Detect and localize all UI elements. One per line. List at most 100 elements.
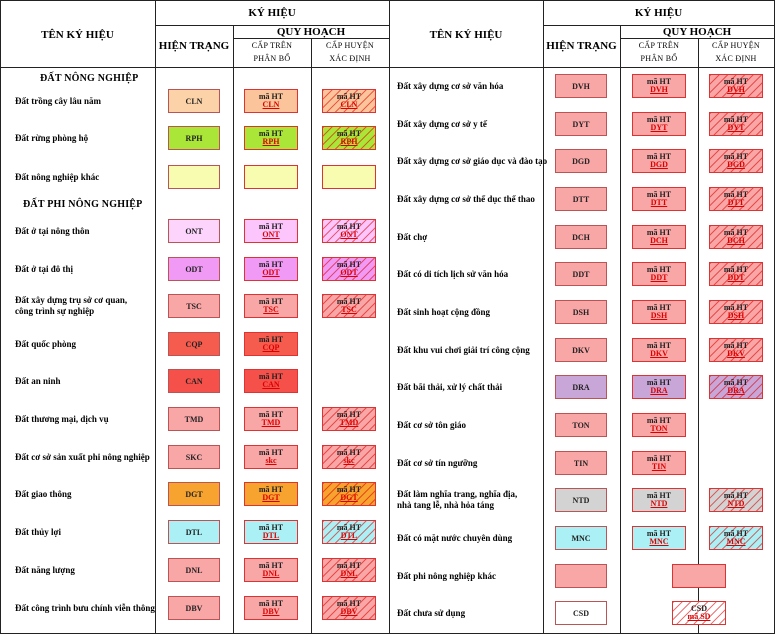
row-label-line: Đất xây dựng cơ sở thể dục thể thao [397, 193, 535, 204]
symbol-current: DKV [555, 338, 607, 362]
plan-code: DGD [650, 160, 668, 169]
symbol-current: DVH [555, 74, 607, 98]
plan-code: DGD [727, 160, 745, 169]
symbol-current: DDT [555, 262, 607, 286]
table-border-top [0, 0, 775, 1]
symbol-upper: mã HT ODT [244, 257, 298, 281]
row-label-line: Đất làm nghĩa trang, nghĩa địa, [397, 489, 518, 499]
symbol-upper: mã HT TSC [244, 294, 298, 318]
symbol-district: mã HT DYT [709, 112, 763, 136]
plan-prefix: mã HT [336, 448, 362, 457]
symbol-upper: mã HT RPH [244, 126, 298, 150]
plan-code: DTT [727, 198, 745, 207]
row-label: Đất xây dựng trụ sở cơ quan, công trình s… [15, 295, 127, 317]
row-divider [233, 38, 389, 39]
symbol-district: mã HT RPH [322, 126, 376, 150]
plan-code: skc [265, 456, 277, 465]
row-label-line: Đất nông nghiệp khác [15, 171, 100, 182]
row-label-line: Đất cơ sở tôn giáo [397, 419, 466, 430]
plan-prefix: mã HT [336, 222, 362, 231]
header-bottom-line [0, 67, 775, 68]
plan-code: DYT [650, 123, 668, 132]
plan-prefix: mã HT [646, 378, 672, 387]
plan-prefix: mã HT [646, 228, 672, 237]
plan-prefix: mã HT [646, 190, 672, 199]
plan-code: TIN [651, 462, 667, 471]
header-hien-trang: HIỆN TRẠNG [158, 40, 230, 52]
row-label-line: Đất xây dựng trụ sở cơ quan, [15, 295, 128, 305]
row-divider [155, 25, 389, 26]
symbol-current: DGT [168, 482, 220, 506]
row-label: Đất cơ sở tôn giáo [397, 420, 466, 431]
plan-code: CQP [262, 343, 280, 352]
plan-prefix: mã HT [258, 260, 284, 269]
plan-prefix: mã HT [646, 265, 672, 274]
header-ten-ky-hieu: TÊN KÝ HIỆU [41, 29, 114, 41]
header-ky-hieu: KÝ HIỆU [248, 7, 296, 19]
symbol-current: SKC [168, 445, 220, 469]
symbol-upper: mã HT TIN [632, 451, 686, 475]
symbol-current: CAN [168, 369, 220, 393]
plan-code: DNL [340, 569, 358, 578]
plan-prefix: mã HT [723, 529, 749, 538]
symbol-upper: mã HT TMD [244, 407, 298, 431]
row-label: Đất có di tích lịch sử văn hóa [397, 269, 508, 280]
symbol-current: TSC [168, 294, 220, 318]
plan-code: DTT [650, 198, 668, 207]
plan-code: DDT [650, 273, 668, 282]
symbol-upper: mã HT DBV [244, 596, 298, 620]
header-hien-trang-right: HIỆN TRẠNG [546, 40, 617, 52]
symbol-district [322, 165, 376, 189]
plan-code: ODT [340, 268, 358, 277]
row-label: Đất làm nghĩa trang, nghĩa địa, nhà tang … [397, 489, 517, 511]
plan-code: DDT [727, 273, 745, 282]
header-quy-hoach: QUY HOẠCH [276, 26, 346, 38]
symbol-upper: mã HT TON [632, 413, 686, 437]
plan-code: DVH [727, 85, 745, 94]
plan-prefix: mã HT [723, 115, 749, 124]
row-label-line: Đất có mặt nước chuyên dùng [397, 532, 513, 543]
row-label: Đất thương mại, dịch vụ [15, 414, 109, 425]
plan-prefix: mã HT [723, 152, 749, 161]
symbol-district: mã HT DDT [709, 262, 763, 286]
row-label-line: Đất bãi thải, xử lý chất thải [397, 381, 503, 392]
symbol-current: MNC [555, 526, 607, 550]
row-label-line: Đất thương mại, dịch vụ [15, 413, 109, 424]
plan-code: ODT [262, 268, 280, 277]
symbol-upper: mã HT NTD [632, 488, 686, 512]
symbol-upper: mã HT DKV [632, 338, 686, 362]
plan-prefix: mã HT [258, 92, 284, 101]
plan-prefix: mã HT [336, 599, 362, 608]
row-label-line: Đất giao thông [15, 488, 72, 499]
plan-prefix: mã HT [646, 416, 672, 425]
row-label: Đất bãi thải, xử lý chất thải [397, 382, 502, 393]
symbol-upper: mã HT CQP [244, 332, 298, 356]
symbol-district: mã HT DGD [709, 149, 763, 173]
plan-code: DYT [727, 123, 745, 132]
plan-code: RPH [262, 137, 280, 146]
symbol-current: CLN [168, 89, 220, 113]
symbol-upper [244, 165, 298, 189]
plan-prefix: mã SD [687, 612, 711, 621]
symbol-csd-plan: CSD mã SD [672, 601, 726, 625]
row-label: Đất chợ [397, 232, 427, 243]
header-cap-tren: CẤP TRÊN [251, 41, 293, 50]
plan-prefix: mã HT [258, 485, 284, 494]
plan-code: DGT [340, 493, 358, 502]
plan-prefix: mã HT [336, 297, 362, 306]
row-label-line: Đất xây dựng cơ sở văn hóa [397, 80, 504, 91]
plan-prefix: mã HT [258, 297, 284, 306]
symbol-current: TMD [168, 407, 220, 431]
plan-prefix: mã HT [723, 491, 749, 500]
row-label-line: Đất ở tại nông thôn [15, 225, 90, 236]
plan-code: DCH [650, 236, 668, 245]
symbol-current: DNL [168, 558, 220, 582]
symbol-current: DCH [555, 225, 607, 249]
symbol-upper: mã HT DSH [632, 300, 686, 324]
plan-prefix: mã HT [336, 92, 362, 101]
symbol-district: mã HT ONT [322, 219, 376, 243]
symbol-district: mã HT ODT [322, 257, 376, 281]
symbol-current: ONT [168, 219, 220, 243]
symbol-district: mã HT CLN [322, 89, 376, 113]
plan-code: ONT [340, 230, 358, 239]
